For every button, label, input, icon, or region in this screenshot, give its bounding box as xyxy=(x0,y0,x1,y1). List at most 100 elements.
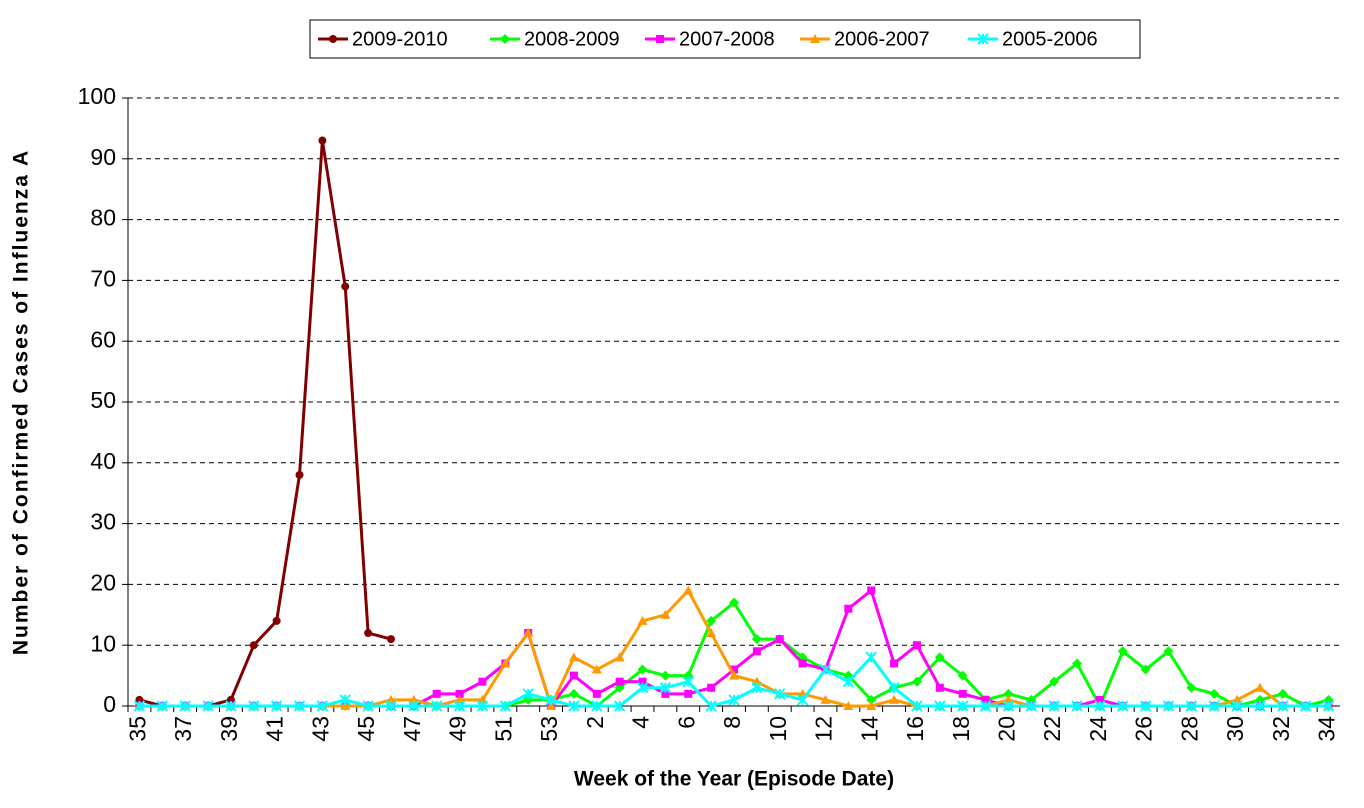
data-point xyxy=(1299,700,1312,712)
x-tick-label: 2 xyxy=(582,716,608,729)
data-point xyxy=(569,671,578,680)
data-point xyxy=(316,700,329,712)
data-point xyxy=(1231,700,1243,712)
x-tick-label: 20 xyxy=(993,716,1019,742)
data-point xyxy=(453,700,466,712)
data-point xyxy=(432,689,441,698)
data-point xyxy=(751,634,762,645)
data-point xyxy=(820,694,831,704)
data-point xyxy=(226,695,235,704)
legend-marker xyxy=(977,33,989,45)
data-point xyxy=(957,670,968,681)
data-point xyxy=(934,700,946,712)
data-point xyxy=(568,652,579,662)
data-point xyxy=(636,682,649,694)
data-point xyxy=(478,677,487,686)
data-point xyxy=(225,700,237,712)
data-point xyxy=(522,688,534,700)
x-tick-label: 34 xyxy=(1314,716,1340,742)
data-point xyxy=(455,689,464,698)
data-point xyxy=(1277,688,1288,699)
data-point xyxy=(499,700,512,712)
x-tick-label: 16 xyxy=(902,716,928,742)
data-point xyxy=(843,701,854,710)
data-point xyxy=(637,664,648,675)
data-point xyxy=(1232,694,1243,704)
legend-box xyxy=(309,19,1141,59)
x-tick-label: 30 xyxy=(1222,716,1248,742)
data-point xyxy=(270,700,283,712)
x-tick-label: 35 xyxy=(125,716,151,742)
data-point xyxy=(729,597,739,608)
legend-marker xyxy=(500,34,510,44)
data-point xyxy=(339,694,351,706)
legend-label: 2007-2008 xyxy=(679,28,775,50)
data-point xyxy=(454,694,465,704)
data-point xyxy=(341,282,350,291)
data-point xyxy=(730,665,738,674)
x-tick-label: 43 xyxy=(307,716,333,742)
data-point xyxy=(340,701,351,710)
x-tick-label: 37 xyxy=(170,716,196,742)
data-point xyxy=(844,604,853,613)
data-point xyxy=(707,683,716,692)
y-tick-label: 60 xyxy=(90,326,116,352)
data-point xyxy=(842,675,855,688)
data-point xyxy=(1163,646,1174,657)
data-point xyxy=(981,695,990,704)
series-line xyxy=(139,587,1329,711)
data-point xyxy=(1254,700,1266,712)
x-axis-title: Week of the Year (Episode Date) xyxy=(574,768,894,791)
legend-marker xyxy=(656,35,664,43)
data-point xyxy=(956,700,969,712)
data-point xyxy=(156,700,169,712)
data-point xyxy=(1003,688,1014,699)
x-tick-label: 18 xyxy=(948,716,974,742)
data-point xyxy=(935,683,944,692)
data-point xyxy=(293,700,306,712)
x-tick-label: 22 xyxy=(1039,716,1065,742)
legend-label: 2009-2010 xyxy=(352,28,448,50)
data-point xyxy=(318,136,327,145)
data-point xyxy=(979,700,992,712)
data-point xyxy=(135,695,144,704)
data-point xyxy=(364,629,373,638)
data-point xyxy=(911,676,922,687)
data-point xyxy=(249,641,258,650)
data-point xyxy=(729,670,739,680)
data-point xyxy=(865,651,877,664)
x-tick-label: 26 xyxy=(1131,716,1157,742)
data-point xyxy=(613,700,626,712)
data-point xyxy=(661,689,670,698)
data-point xyxy=(706,628,717,638)
data-point xyxy=(889,694,900,704)
x-tick-label: 53 xyxy=(536,716,562,742)
x-tick-label: 8 xyxy=(719,716,745,729)
data-point xyxy=(1208,700,1220,712)
x-tick-label: 6 xyxy=(673,716,699,729)
data-point xyxy=(934,652,945,663)
y-tick-label: 20 xyxy=(90,569,116,595)
data-point xyxy=(1072,658,1083,669)
x-tick-label: 41 xyxy=(262,716,288,742)
y-tick-label: 30 xyxy=(90,509,116,535)
data-point xyxy=(866,701,877,710)
data-point xyxy=(1209,688,1220,699)
data-point xyxy=(1162,700,1175,712)
data-point xyxy=(867,586,876,595)
legend-label: 2006-2007 xyxy=(834,28,930,50)
data-point xyxy=(546,701,557,710)
data-point xyxy=(1071,700,1083,712)
x-tick-label: 24 xyxy=(1085,716,1111,742)
data-point xyxy=(1139,700,1152,712)
series-line xyxy=(139,587,1329,710)
data-point xyxy=(179,700,191,712)
data-point xyxy=(958,689,967,698)
y-tick-label: 50 xyxy=(90,387,116,413)
data-point xyxy=(728,694,740,706)
data-point xyxy=(1117,646,1128,657)
data-point xyxy=(615,677,624,686)
data-point xyxy=(591,700,603,712)
data-point xyxy=(774,688,786,700)
